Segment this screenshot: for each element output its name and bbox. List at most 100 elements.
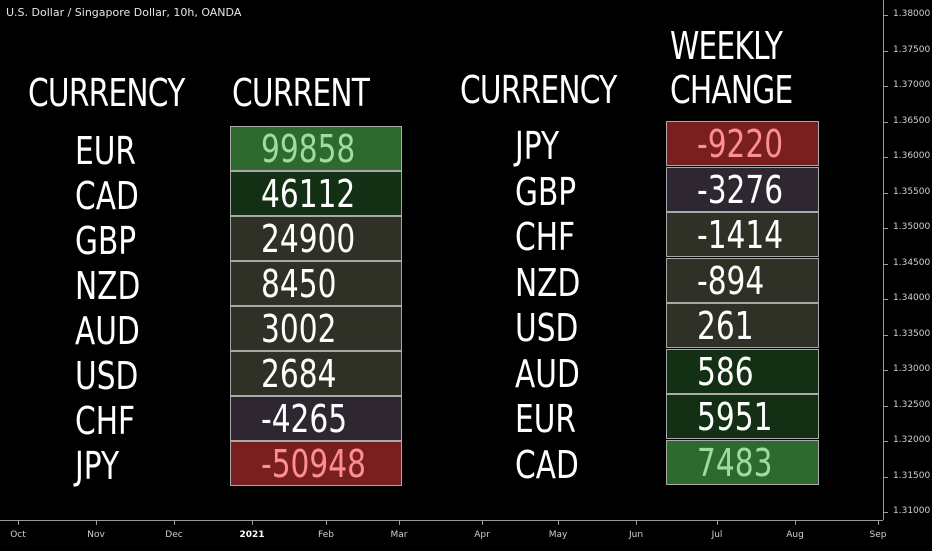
value-cell-nzd: 8450 [230,261,402,306]
value-text-cad: 46112 [261,172,356,216]
value-cell-usd: 2684 [230,351,402,396]
value-text-usd: 261 [697,304,754,348]
price-tick [884,334,888,336]
currency-label-cad: CAD [75,174,139,218]
weekly-header: WEEKLY [670,24,783,68]
time-tick [482,521,483,525]
time-tick [326,521,327,525]
time-tick [636,521,637,525]
price-axis[interactable]: 1.38000 1.37500 1.37000 1.36500 1.36000 1.355… [883,0,932,520]
price-label: 1.37000 [893,80,931,90]
price-label: 1.36500 [893,115,931,126]
price-tick [884,263,888,265]
currency-label-gbp: GBP [515,169,577,214]
value-cell-chf: -4265 [230,396,402,441]
value-cell-aud: 3002 [230,306,402,351]
value-cell-usd: 261 [666,303,819,348]
time-tick [174,521,175,525]
value-cell-nzd: -894 [666,257,819,303]
price-label: 1.34000 [893,293,931,303]
time-label: Oct [10,530,26,540]
value-text-jpy: -9220 [697,122,784,166]
value-text-gbp: 24900 [261,217,356,261]
current-header: CURRENT [232,71,370,115]
time-label: Dec [165,530,183,540]
currency-label-chf: CHF [515,215,576,259]
value-text-aud: 3002 [261,307,337,351]
value-cell-aud: 586 [666,348,819,394]
value-cell-eur: 5951 [666,394,819,439]
value-text-nzd: -894 [697,258,765,303]
value-text-chf: -4265 [261,397,348,441]
currency-label-aud: AUD [515,351,580,396]
value-cell-jpy: -9220 [666,121,819,166]
currency-label-aud: AUD [75,309,140,353]
currency-label-jpy: JPY [515,124,560,168]
currency-label-eur: EUR [75,129,137,173]
value-cell-jpy: -50948 [230,441,402,486]
value-cell-cad: 7483 [666,439,819,485]
price-tick [884,86,888,87]
time-tick [96,521,97,525]
currency-label-chf: CHF [75,399,136,443]
price-tick [884,228,888,229]
price-label: 1.38000 [893,9,931,19]
currency-label-gbp: GBP [75,219,137,263]
price-label: 1.31000 [893,506,931,516]
price-tick [884,192,888,194]
currency-label-cad: CAD [515,442,579,487]
value-cell-chf: -1414 [666,212,819,257]
price-label: 1.34500 [893,257,931,268]
price-tick [884,512,888,513]
time-tick [18,521,19,525]
currency-label-usd: USD [75,354,139,398]
time-tick [558,521,559,525]
time-axis[interactable]: Oct Nov Dec 2021 Feb Mar Apr May Jun Jul Aug Sep [0,520,886,551]
value-cell-gbp: -3276 [666,166,819,212]
time-label: Nov [87,530,105,540]
currency-label-nzd: NZD [75,264,141,308]
price-label: 1.36000 [893,151,931,161]
value-text-eur: 99858 [261,127,356,171]
price-label: 1.32500 [893,399,931,410]
price-label: 1.32000 [893,435,931,445]
time-tick [795,521,796,525]
price-label: 1.33000 [893,364,931,374]
price-label: 1.37500 [893,44,931,55]
value-text-gbp: -3276 [697,167,784,212]
time-tick [717,521,718,525]
chart-title: U.S. Dollar / Singapore Dollar, 10h, OAN… [6,6,242,19]
price-label: 1.33500 [893,328,931,339]
currency-label-usd: USD [515,306,579,350]
price-label: 1.35500 [893,186,931,197]
time-label: Jul [711,530,723,540]
price-tick [884,121,888,123]
value-text-eur: 5951 [697,395,773,439]
value-text-jpy: -50948 [261,442,366,486]
price-tick [884,157,888,158]
time-label: Jun [628,530,644,540]
price-tick [884,15,888,16]
value-cell-eur: 99858 [230,126,402,171]
value-text-cad: 7483 [697,440,773,485]
value-cell-cad: 46112 [230,171,402,216]
time-tick [878,521,879,525]
price-label: 1.31500 [893,470,931,481]
currency-label-nzd: NZD [515,260,581,305]
price-label: 1.35000 [893,222,931,232]
change-header: CHANGE [670,68,793,112]
currency-label-eur: EUR [515,397,577,441]
price-tick [884,370,888,371]
price-tick [884,50,888,52]
price-tick [884,405,888,407]
value-text-usd: 2684 [261,352,337,396]
time-label: Sep [869,530,887,540]
value-cell-gbp: 24900 [230,216,402,261]
right-currency-header: CURRENCY [460,68,617,112]
time-label: May [548,530,568,540]
time-label: Apr [474,530,490,540]
value-text-nzd: 8450 [261,262,337,306]
time-label: 2021 [239,530,265,540]
currency-label-jpy: JPY [75,444,120,488]
time-label: Mar [390,530,408,540]
